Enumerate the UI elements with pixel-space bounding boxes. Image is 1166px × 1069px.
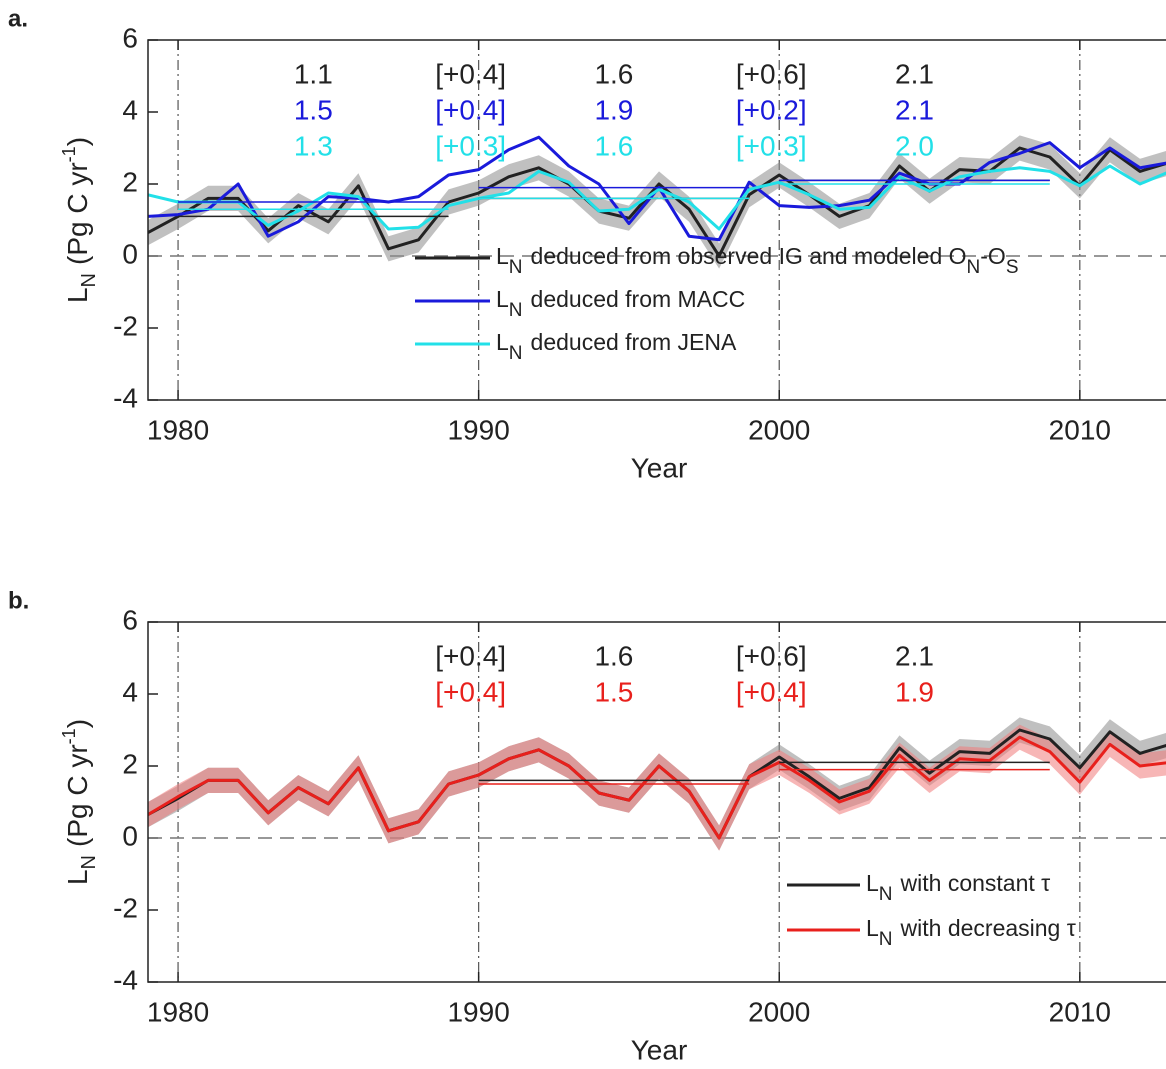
y-tick-label: 4	[122, 94, 138, 125]
difference-label: [+0.3]	[435, 130, 506, 161]
mean-label: 1.5	[594, 676, 633, 707]
mean-label: 1.6	[594, 130, 633, 161]
legend-symbol: L	[866, 915, 879, 941]
y-label-close: )	[62, 137, 93, 146]
legend-subscript: N	[509, 343, 523, 364]
legend-subscript: N	[509, 300, 523, 321]
y-tick-label: -4	[113, 382, 138, 413]
legend-label: LN with constant τ	[866, 870, 1050, 905]
x-tick-label: 2000	[748, 996, 810, 1027]
mean-label: 1.1	[294, 58, 333, 89]
mean-label: 2.0	[895, 130, 934, 161]
mean-label: 1.6	[594, 640, 633, 671]
axes-frame	[147, 621, 1166, 983]
x-tick-label: 2010	[1049, 414, 1111, 445]
y-label-superscript: -1	[59, 146, 79, 162]
panel-label: b.	[8, 587, 29, 614]
y-tick-label: 2	[122, 748, 138, 779]
difference-label: [+0.4]	[736, 676, 807, 707]
y-label-subscript: N	[78, 855, 100, 869]
legend-text: with constant τ	[900, 870, 1051, 896]
x-tick-label: 1990	[447, 996, 509, 1027]
mean-label: 1.5	[294, 94, 333, 125]
y-tick-label: -2	[113, 310, 138, 341]
mean-label: 2.1	[895, 640, 934, 671]
difference-label: [+0.4]	[435, 676, 506, 707]
y-label-close: )	[62, 719, 93, 728]
y-tick-label: 4	[122, 676, 138, 707]
uncertainty-band	[148, 724, 1166, 851]
y-label-subscript: N	[78, 273, 100, 287]
legend-label: LN with decreasing τ	[866, 915, 1076, 950]
y-tick-label: -4	[113, 964, 138, 995]
legend-label: LN deduced from observed IG and modeled O…	[496, 243, 1019, 278]
y-label-text: (Pg C yr	[62, 162, 93, 265]
y-tick-label: 2	[122, 166, 138, 197]
y-axis-label: LN (Pg C yr-1)	[59, 137, 101, 303]
y-axis-label: LN (Pg C yr-1)	[59, 719, 101, 885]
difference-label: [+0.4]	[435, 94, 506, 125]
y-tick-label: 6	[122, 22, 138, 53]
legend-symbol: L	[866, 870, 879, 896]
legend-text: deduced from JENA	[531, 329, 737, 355]
legend-symbol: L	[496, 286, 509, 312]
legend-subscript: N	[879, 884, 893, 905]
plot-area	[148, 717, 1166, 851]
y-tick-label: -2	[113, 892, 138, 923]
x-tick-label: 1980	[147, 996, 209, 1027]
x-axis-label: Year	[631, 1034, 688, 1065]
mean-label: 2.1	[895, 94, 934, 125]
mean-label: 1.3	[294, 130, 333, 161]
legend-subscript: N	[879, 929, 893, 950]
legend-label: LN deduced from JENA	[496, 329, 737, 364]
legend-subscript: N	[967, 257, 981, 278]
mean-label: 1.9	[895, 676, 934, 707]
legend-subscript: S	[1006, 257, 1019, 278]
y-label-superscript: -1	[59, 728, 79, 744]
legend-symbol: L	[496, 243, 509, 269]
difference-label: [+0.6]	[736, 58, 807, 89]
difference-label: [+0.4]	[435, 58, 506, 89]
x-tick-label: 2010	[1049, 996, 1111, 1027]
mean-label: 1.9	[594, 94, 633, 125]
legend-text: deduced from MACC	[531, 286, 746, 312]
legend-text: deduced from observed IG and modeled O	[531, 243, 967, 269]
legend-subscript: N	[509, 257, 523, 278]
difference-label: [+0.4]	[435, 640, 506, 671]
x-tick-label: 2000	[748, 414, 810, 445]
x-axis-label: Year	[631, 452, 688, 483]
x-tick-label: 1990	[447, 414, 509, 445]
difference-label: [+0.3]	[736, 130, 807, 161]
mean-label: 1.6	[594, 58, 633, 89]
axes-frame	[147, 39, 1166, 401]
y-tick-label: 0	[122, 820, 138, 851]
series-line	[148, 164, 1166, 231]
panel: b.LN(Pg C yr-1)1980 1990 2000 2010-4-20246Y…	[8, 587, 1166, 1065]
legend-text: with decreasing τ	[900, 915, 1076, 941]
legend-text: -O	[980, 243, 1006, 269]
legend-label: LN deduced from MACC	[496, 286, 745, 321]
x-tick-label: 1980	[147, 414, 209, 445]
difference-label: [+0.2]	[736, 94, 807, 125]
y-tick-label: 0	[122, 238, 138, 269]
y-label-symbol: L	[62, 287, 93, 303]
plot-area	[148, 135, 1166, 269]
uncertainty-band	[148, 135, 1166, 269]
y-label-symbol: L	[62, 869, 93, 885]
y-tick-label: 6	[122, 604, 138, 635]
mean-label: 2.1	[895, 58, 934, 89]
legend-symbol: L	[496, 329, 509, 355]
series-line	[148, 735, 1166, 840]
y-label-text: (Pg C yr	[62, 744, 93, 847]
panel: a.LN(Pg C yr-1)1980 1990 2000 2010-4-20246Y…	[8, 5, 1166, 483]
panel-label: a.	[8, 5, 28, 32]
difference-label: [+0.6]	[736, 640, 807, 671]
